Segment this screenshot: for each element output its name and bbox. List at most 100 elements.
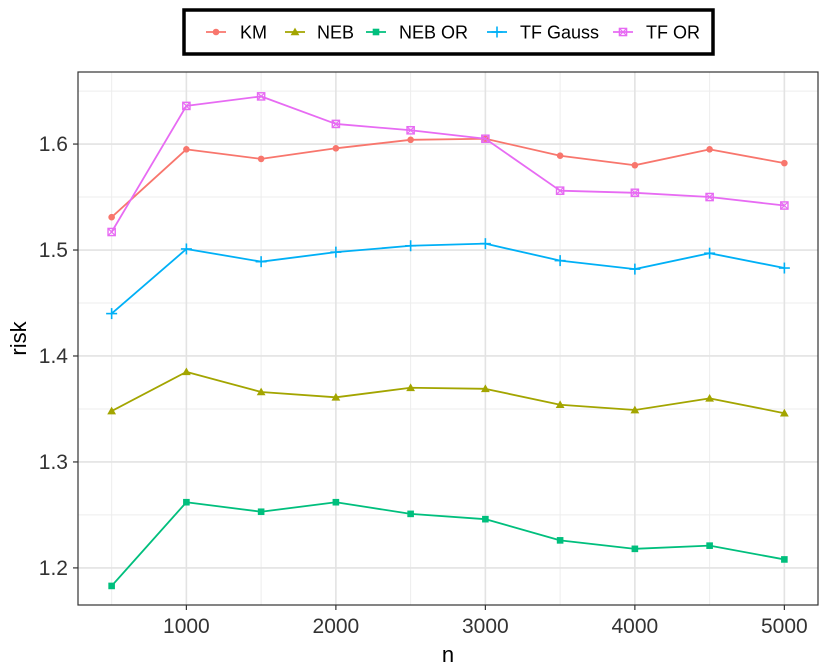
x-tick-label: 1000 [163, 615, 210, 638]
x-tick-label: 2000 [313, 615, 360, 638]
data-point-neb [779, 408, 789, 417]
data-point-neb-or [631, 545, 639, 553]
series-layer [106, 92, 790, 590]
data-point-neb-or [183, 498, 190, 506]
data-point-neb-or [332, 498, 340, 506]
series-line-neb-or [110, 501, 785, 587]
legend-key-marker [491, 26, 503, 38]
y-axis-title: risk [6, 320, 31, 355]
data-point-tf-or-d2 [780, 201, 789, 210]
legend-key-marker [618, 27, 628, 37]
legend-label: TF OR [646, 23, 700, 43]
data-point-tf-or-d2 [406, 126, 415, 135]
y-tick-label: 1.5 [39, 239, 68, 262]
data-point-neb-or [482, 515, 489, 523]
data-point-tf-or-box [630, 188, 640, 198]
y-tick-label: 1.6 [39, 133, 68, 156]
data-point-tf-or-d2 [257, 92, 266, 101]
data-point-neb [555, 400, 565, 409]
data-point-tf-or-box [481, 134, 490, 144]
legend-item-tf-or: TF OR [613, 23, 700, 43]
data-point-tf-or [107, 227, 116, 237]
y-axis-ticks: 1.2 1.3 1.4 1.5 1.6 [39, 133, 78, 580]
y-tick-label: 1.4 [39, 345, 69, 368]
data-point-km [706, 146, 713, 153]
series-line-tf-gauss [111, 242, 785, 315]
data-point-tf-gauss [554, 255, 566, 267]
legend-item-neb-or: NEB OR [366, 23, 468, 43]
data-point-km [183, 146, 190, 153]
legend-label: NEB OR [399, 23, 468, 43]
legend-key-marker [212, 28, 220, 36]
data-point-tf-or-box [780, 201, 789, 210]
data-point-km [556, 152, 564, 160]
series-line-tf-or [110, 95, 785, 233]
series-neb [107, 367, 789, 417]
data-point-tf-or [256, 92, 266, 101]
legend-label: NEB [317, 23, 354, 43]
data-point-tf-or-d2 [331, 119, 340, 128]
series-neb-or [108, 498, 788, 590]
data-point-tf-or-d2 [107, 227, 116, 237]
legend-item-km: KM [206, 23, 267, 43]
data-point-tf-or-box [555, 186, 565, 195]
data-point-tf-or [481, 134, 490, 144]
data-point-km [407, 136, 414, 144]
minor-gridlines [78, 72, 818, 605]
data-point-tf-gauss [778, 262, 790, 274]
major-gridlines [78, 72, 818, 605]
plot-area [77, 71, 819, 606]
data-point-neb-or [257, 508, 265, 516]
data-point-neb-or [407, 510, 414, 518]
data-point-tf-or [182, 101, 191, 111]
data-point-tf-or-box [705, 192, 714, 202]
data-point-neb-or [706, 542, 713, 549]
x-tick-label: 4000 [612, 615, 659, 638]
data-point-tf-or-d2 [481, 134, 490, 143]
data-point-tf-gauss [704, 247, 716, 259]
data-point-neb [705, 393, 715, 402]
x-axis-ticks: 1000 2000 3000 4000 5000 [163, 605, 808, 638]
data-point-km [781, 159, 788, 167]
series-km [108, 135, 788, 221]
data-point-tf-or-box [406, 125, 415, 135]
data-point-neb [630, 405, 640, 414]
y-tick-label: 1.2 [39, 557, 68, 580]
legend-label: KM [240, 23, 267, 43]
legend-item-tf-gauss: TF Gauss [487, 23, 599, 43]
data-point-tf-or-d2 [630, 188, 639, 197]
legend: KM NEB NEB OR TF Gauss TF OR [182, 8, 715, 56]
data-point-tf-gauss [479, 238, 491, 250]
data-point-neb [181, 367, 191, 376]
data-point-tf-gauss [255, 256, 267, 268]
series-tf-or [107, 92, 789, 237]
x-tick-label: 3000 [462, 615, 509, 638]
legend-key-marker [372, 28, 380, 36]
legend-key-marker-box [618, 27, 628, 37]
data-point-tf-or [705, 192, 714, 202]
data-point-km [108, 213, 115, 221]
data-point-tf-or-box [331, 119, 341, 129]
data-point-tf-or-d2 [705, 193, 714, 202]
data-point-km [332, 144, 340, 152]
series-tf-gauss [106, 238, 790, 320]
legend-item-neb: NEB [285, 23, 354, 43]
series-line-km [111, 137, 785, 218]
data-point-tf-or-d2 [182, 101, 191, 110]
data-point-tf-or [555, 186, 565, 195]
data-point-tf-gauss [330, 246, 342, 258]
data-point-neb [331, 392, 341, 401]
data-point-tf-or [406, 125, 415, 135]
data-point-neb-or [556, 537, 564, 544]
data-point-tf-or-box [256, 92, 266, 101]
legend-key-marker [290, 27, 300, 36]
data-point-tf-or [630, 188, 640, 198]
x-tick-label: 5000 [761, 615, 808, 638]
data-point-tf-gauss [180, 243, 192, 255]
data-point-tf-or-box [107, 227, 116, 237]
data-point-neb [256, 387, 266, 396]
data-point-tf-or-box [182, 101, 191, 111]
data-point-km [257, 155, 265, 163]
data-point-tf-gauss [629, 263, 641, 275]
